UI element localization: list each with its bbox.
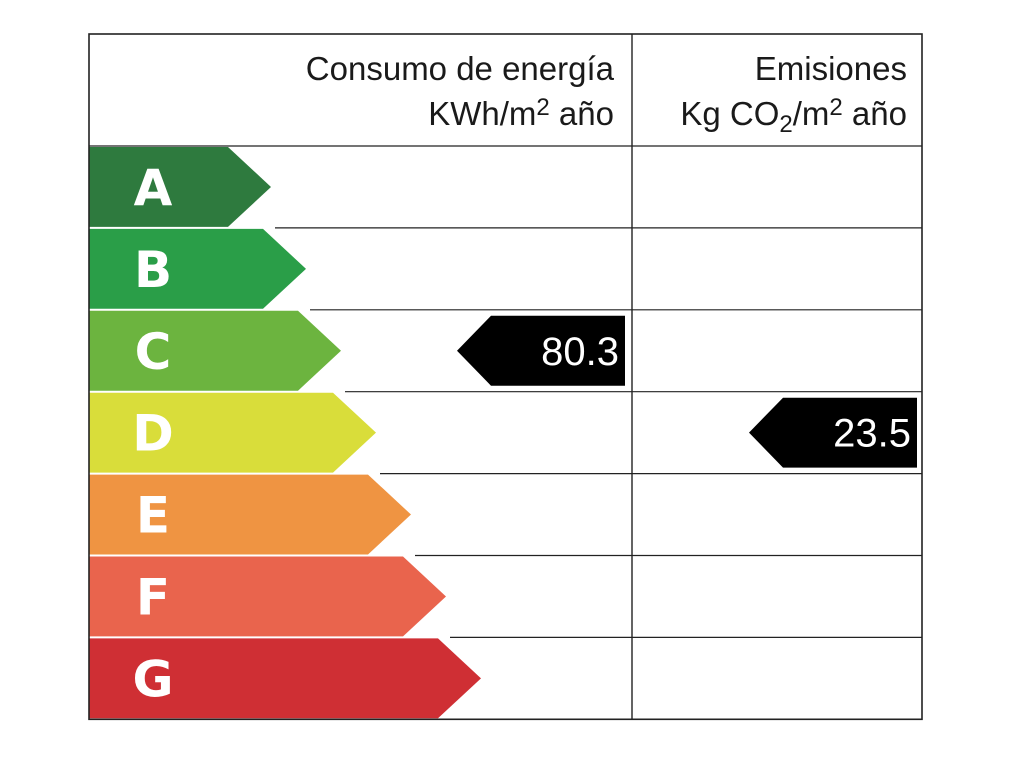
class-letter-e: E xyxy=(136,487,170,545)
emissions-rating-pointer xyxy=(749,397,917,468)
class-arrow-c xyxy=(89,310,341,391)
energy-column-unit: KWh/m2 año xyxy=(428,94,614,132)
class-letter-a: A xyxy=(134,159,173,217)
table-grid xyxy=(88,33,923,721)
energy-rating-value: 80.3 xyxy=(541,330,619,374)
class-letter-b: B xyxy=(134,241,172,299)
class-arrow-e xyxy=(89,474,411,555)
class-letter-c: C xyxy=(135,323,172,381)
rating-pointers: 80.3 23.5 xyxy=(457,315,917,468)
class-arrow-a xyxy=(89,147,271,227)
energy-column-title: Consumo de energía xyxy=(306,50,615,87)
class-letter-f: F xyxy=(136,568,170,626)
emissions-rating-value: 23.5 xyxy=(833,412,911,456)
class-arrow-g xyxy=(89,638,481,719)
class-letter-g: G xyxy=(132,650,173,708)
emissions-column-title: Emisiones xyxy=(755,50,907,87)
class-arrow-d xyxy=(89,392,376,473)
class-arrow-b xyxy=(89,228,306,309)
energy-rating-pointer xyxy=(457,315,625,386)
table-border xyxy=(88,33,923,721)
class-letter-d: D xyxy=(132,405,174,463)
class-arrow-f xyxy=(89,556,446,637)
emissions-column-unit: Kg CO2/m2 año xyxy=(680,94,907,138)
